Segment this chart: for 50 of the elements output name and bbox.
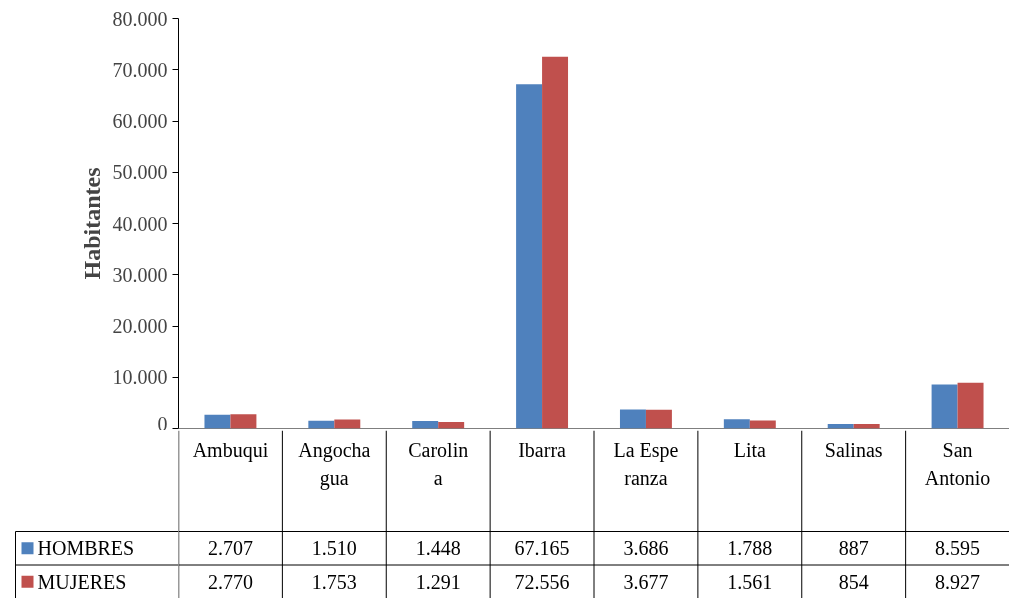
y-tick-label: 70.000 [112, 58, 168, 81]
bar [308, 420, 335, 429]
x-tick-label: Salinas [824, 438, 883, 461]
x-tick-label: Ambuqui [192, 438, 269, 462]
y-axis-title: Habitantes [78, 167, 105, 280]
data-label: 8.595 [935, 537, 981, 560]
y-tick-label: 20.000 [112, 315, 168, 337]
bar [412, 421, 439, 429]
bar [645, 409, 672, 429]
y-tick-label: 10.000 [112, 366, 168, 389]
bar [438, 421, 465, 429]
bar [957, 382, 984, 429]
data-label: 1.510 [311, 537, 357, 560]
data-label: 1.788 [727, 537, 773, 560]
bar [853, 424, 880, 429]
x-tick-label: Ibarra [518, 438, 567, 461]
data-label: 72.556 [514, 570, 570, 593]
y-tick-label: 60.000 [112, 110, 168, 132]
data-label: 1.561 [727, 570, 773, 593]
data-label: 887 [838, 537, 869, 560]
bar [619, 409, 646, 429]
data-label: 8.927 [935, 570, 981, 593]
bar [542, 56, 569, 429]
legend-label: MUJERES [37, 570, 127, 593]
bar [931, 384, 958, 429]
x-tick-label: Angochagua [298, 438, 371, 491]
data-label: 854 [838, 570, 869, 593]
x-tick-label: La Esperanza [613, 438, 679, 490]
data-label: 67.165 [514, 537, 570, 560]
bar [749, 420, 776, 429]
data-label: 3.686 [623, 537, 669, 560]
y-tick-label: 0 [157, 412, 168, 435]
x-tick-label: Carolina [408, 438, 469, 490]
data-label: 3.677 [623, 570, 669, 593]
y-tick-label: 80.000 [112, 7, 168, 30]
bar [516, 84, 543, 429]
y-tick-label: 50.000 [112, 161, 168, 184]
data-label: 1.448 [415, 537, 461, 560]
data-label: 2.707 [207, 537, 253, 560]
bar [204, 414, 231, 429]
y-tick-label: 40.000 [112, 212, 168, 235]
data-label: 2.770 [207, 570, 253, 593]
data-label: 1.291 [415, 570, 461, 593]
y-tick-label: 30.000 [112, 263, 168, 286]
bar [723, 419, 750, 429]
bar [230, 414, 257, 429]
legend-label: HOMBRES [37, 537, 135, 560]
x-tick-label: San Antonio [924, 438, 991, 490]
data-label: 1.753 [311, 570, 357, 593]
x-tick-label: Lita [733, 438, 767, 461]
